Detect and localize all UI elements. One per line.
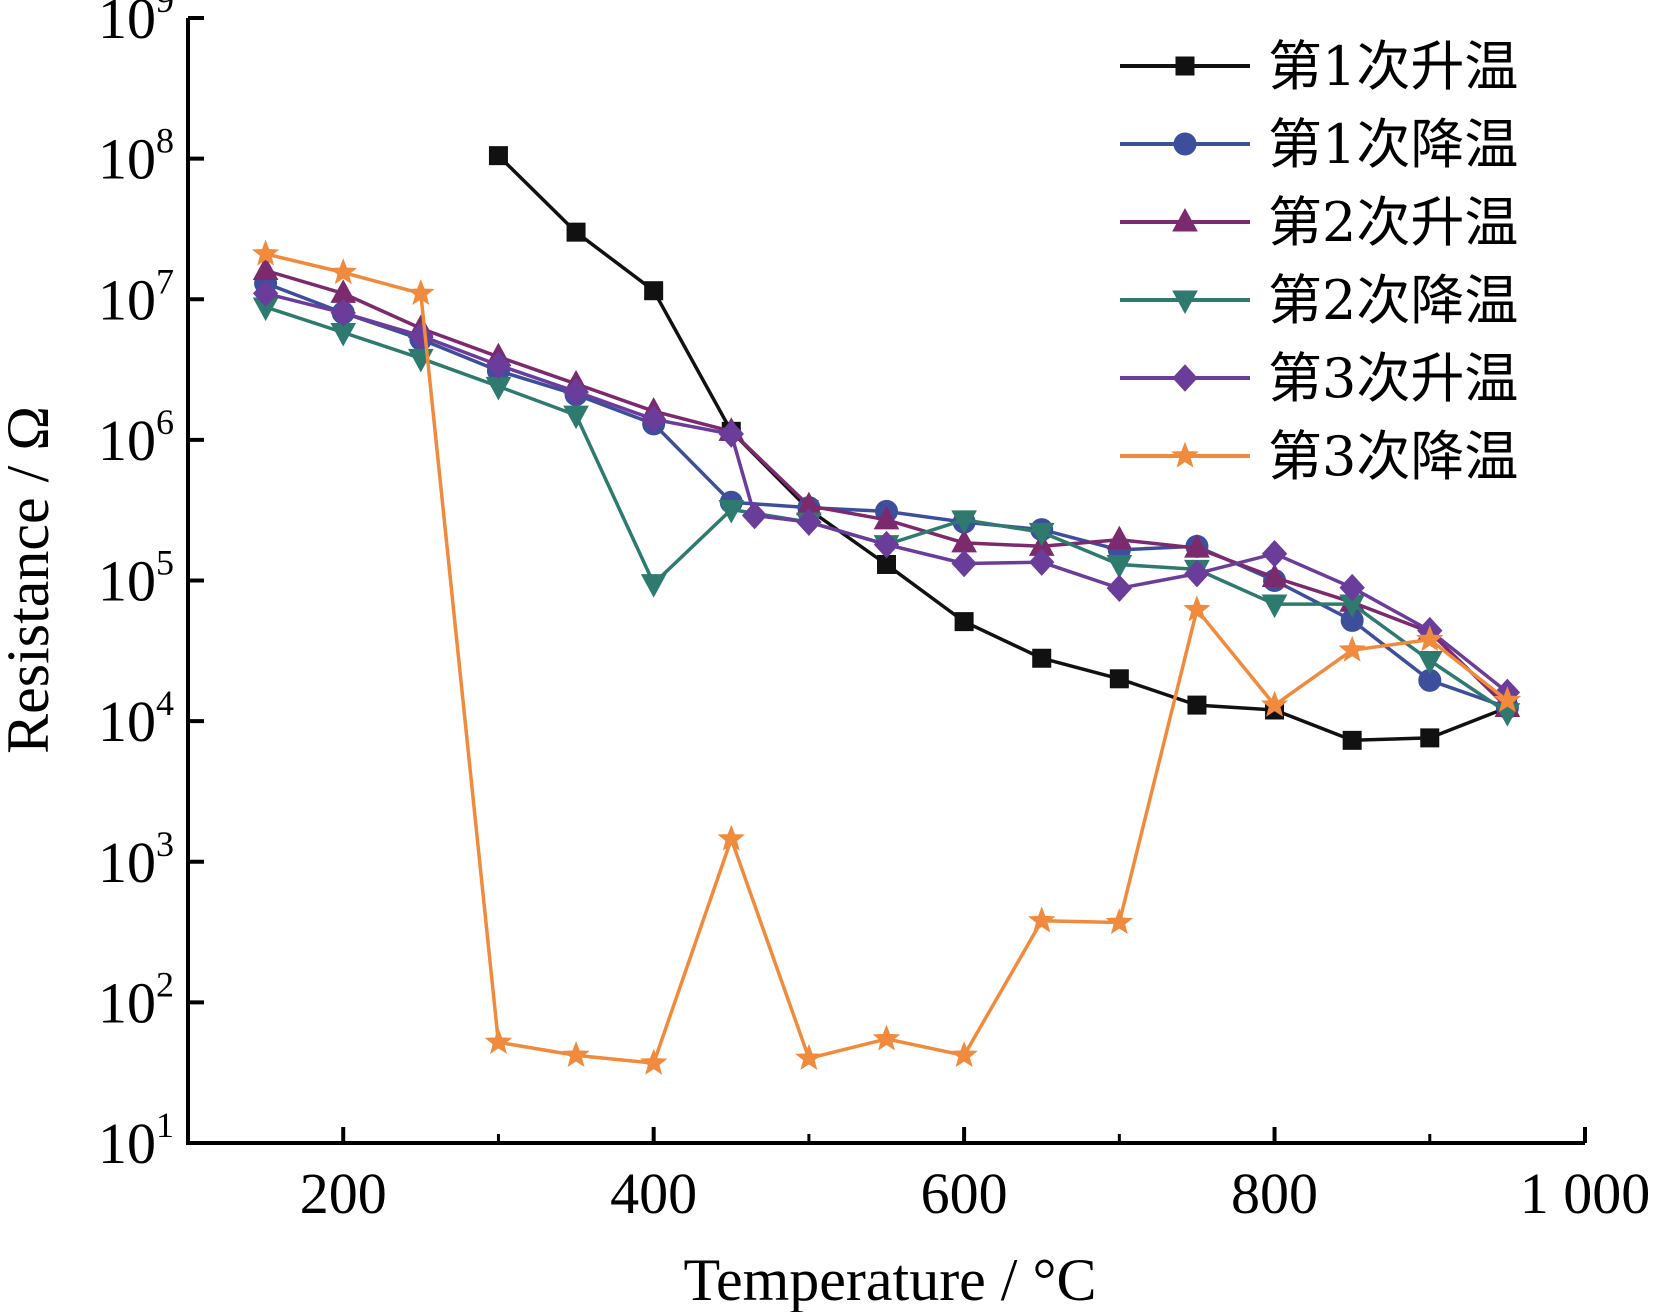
series-6 xyxy=(251,239,1522,1075)
x-tick-label: 800 xyxy=(1231,1161,1318,1226)
legend-item: 第1次降温 xyxy=(1120,113,1518,176)
data-point xyxy=(796,508,822,536)
legend-marker xyxy=(1172,290,1198,315)
legend-label: 第2次降温 xyxy=(1268,269,1518,332)
legend-marker xyxy=(1173,132,1197,156)
y-tick-label: 105 xyxy=(98,543,174,614)
data-point xyxy=(717,824,745,851)
data-point xyxy=(1106,525,1133,550)
y-tick-label: 103 xyxy=(98,824,174,895)
x-tick-label: 600 xyxy=(921,1161,1008,1226)
series-line xyxy=(497,154,1509,743)
data-point xyxy=(640,574,667,598)
legend-item: 第1次升温 xyxy=(1120,35,1518,98)
data-point xyxy=(1028,906,1056,933)
y-tick-label: 109 xyxy=(98,0,174,51)
data-point xyxy=(718,420,744,448)
x-tick-label: 1 000 xyxy=(1520,1161,1651,1226)
legend-marker xyxy=(1172,364,1198,392)
data-point xyxy=(950,1040,978,1068)
data-point xyxy=(1261,563,1288,588)
data-point xyxy=(873,530,900,559)
series-2 xyxy=(254,271,1519,719)
legend-label: 第3次升温 xyxy=(1268,347,1518,410)
data-point xyxy=(1261,539,1288,568)
data-point xyxy=(485,351,512,379)
legend-item: 第2次降温 xyxy=(1120,269,1518,332)
data-point xyxy=(1029,548,1055,576)
series-line xyxy=(265,291,1509,694)
legend-item: 第3次升温 xyxy=(1120,347,1518,410)
y-tick-label: 104 xyxy=(98,683,174,754)
data-point xyxy=(563,405,589,430)
data-point xyxy=(566,222,586,242)
x-axis-label: Temperature / °C xyxy=(684,1247,1097,1312)
data-point xyxy=(718,499,745,524)
legend-label: 第3次降温 xyxy=(1268,425,1518,488)
legend-item: 第2次升温 xyxy=(1120,191,1518,254)
data-point xyxy=(951,549,977,578)
data-point xyxy=(795,1043,823,1071)
y-tick-label: 107 xyxy=(98,261,174,332)
data-point xyxy=(252,279,279,308)
series-line xyxy=(265,268,1509,709)
y-tick-label: 101 xyxy=(98,1105,174,1176)
data-point xyxy=(741,501,768,530)
x-tick-label: 400 xyxy=(610,1161,697,1226)
data-point xyxy=(873,505,900,530)
data-point xyxy=(644,281,664,301)
data-point xyxy=(252,256,279,281)
data-point xyxy=(1184,534,1210,558)
data-point xyxy=(407,278,435,306)
data-point xyxy=(1105,908,1134,935)
series-5 xyxy=(252,279,1521,707)
data-point xyxy=(488,146,508,166)
data-point xyxy=(563,377,589,406)
data-point xyxy=(1184,559,1210,588)
data-point xyxy=(640,405,667,434)
legend-marker xyxy=(1172,207,1198,232)
data-point xyxy=(951,510,977,534)
y-tick-label: 106 xyxy=(98,402,174,473)
data-point xyxy=(1109,669,1129,689)
data-point xyxy=(1416,650,1443,675)
data-point xyxy=(1339,573,1365,602)
data-point xyxy=(1028,522,1055,547)
data-point xyxy=(562,1040,590,1068)
data-point xyxy=(1416,625,1444,652)
data-point xyxy=(639,1048,668,1075)
data-point xyxy=(329,258,357,285)
data-point xyxy=(484,1027,513,1054)
data-point xyxy=(251,239,280,266)
data-point xyxy=(1106,574,1133,603)
data-point xyxy=(1187,695,1207,715)
data-point xyxy=(1106,554,1133,579)
legend-label: 第1次升温 xyxy=(1268,35,1518,98)
legend-label: 第2次升温 xyxy=(1268,191,1518,254)
y-tick-label: 102 xyxy=(98,964,174,1035)
x-tick-label: 200 xyxy=(300,1161,387,1226)
legend-marker xyxy=(1171,441,1199,468)
data-point xyxy=(1493,686,1522,713)
y-axis-label: Resistance / Ω xyxy=(0,406,61,754)
y-tick-label: 108 xyxy=(98,121,174,192)
legend-label: 第1次降温 xyxy=(1268,113,1518,176)
data-point xyxy=(1342,730,1362,750)
data-point xyxy=(954,612,974,632)
axes: 200 400 600 800 1 000 101 102 103 104 105 106 107 10… xyxy=(98,0,1650,1226)
data-point xyxy=(1032,648,1052,668)
data-point xyxy=(1183,595,1211,622)
data-point xyxy=(1420,728,1440,748)
data-point xyxy=(1338,635,1366,662)
data-point xyxy=(1261,594,1288,619)
legend-item: 第3次降温 xyxy=(1120,425,1518,488)
data-point xyxy=(872,1024,901,1051)
series-layer xyxy=(251,146,1522,1075)
legend-marker xyxy=(1175,56,1195,76)
data-point xyxy=(1260,690,1289,717)
data-point xyxy=(330,299,356,327)
